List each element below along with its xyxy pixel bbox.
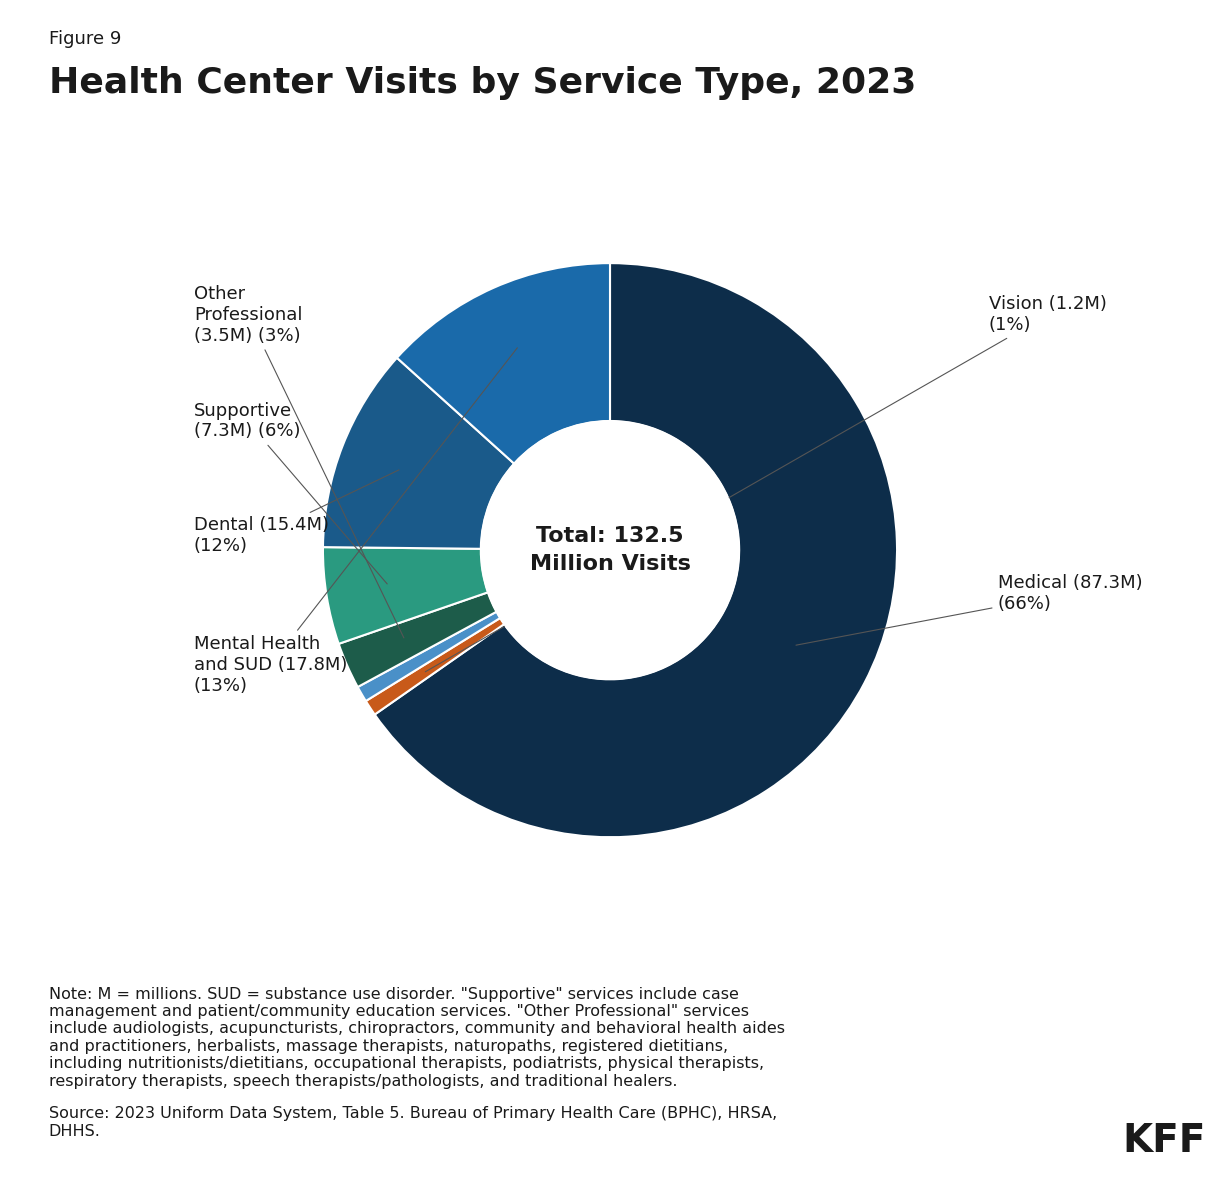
- Text: Total: 132.5
Million Visits: Total: 132.5 Million Visits: [529, 526, 691, 574]
- Text: Mental Health
and SUD (17.8M)
(13%): Mental Health and SUD (17.8M) (13%): [194, 348, 517, 695]
- Wedge shape: [339, 592, 497, 687]
- Wedge shape: [396, 263, 610, 464]
- Text: Note: M = millions. SUD = substance use disorder. "Supportive" services include : Note: M = millions. SUD = substance use …: [49, 987, 784, 1088]
- Text: Figure 9: Figure 9: [49, 30, 121, 48]
- Text: Other
Professional
(3.5M) (3%): Other Professional (3.5M) (3%): [194, 285, 404, 637]
- Text: Vision (1.2M)
(1%): Vision (1.2M) (1%): [426, 295, 1107, 672]
- Text: Health Center Visits by Service Type, 2023: Health Center Visits by Service Type, 20…: [49, 66, 916, 99]
- Wedge shape: [323, 358, 514, 549]
- Wedge shape: [366, 618, 504, 714]
- Text: Dental (15.4M)
(12%): Dental (15.4M) (12%): [194, 470, 399, 555]
- Text: Medical (87.3M)
(66%): Medical (87.3M) (66%): [795, 574, 1142, 645]
- Wedge shape: [357, 611, 500, 701]
- Wedge shape: [375, 263, 897, 837]
- Wedge shape: [323, 547, 488, 643]
- Text: KFF: KFF: [1122, 1122, 1205, 1160]
- Circle shape: [481, 421, 739, 679]
- Text: Source: 2023 Uniform Data System, Table 5. Bureau of Primary Health Care (BPHC),: Source: 2023 Uniform Data System, Table …: [49, 1106, 777, 1139]
- Text: Supportive
(7.3M) (6%): Supportive (7.3M) (6%): [194, 402, 387, 584]
